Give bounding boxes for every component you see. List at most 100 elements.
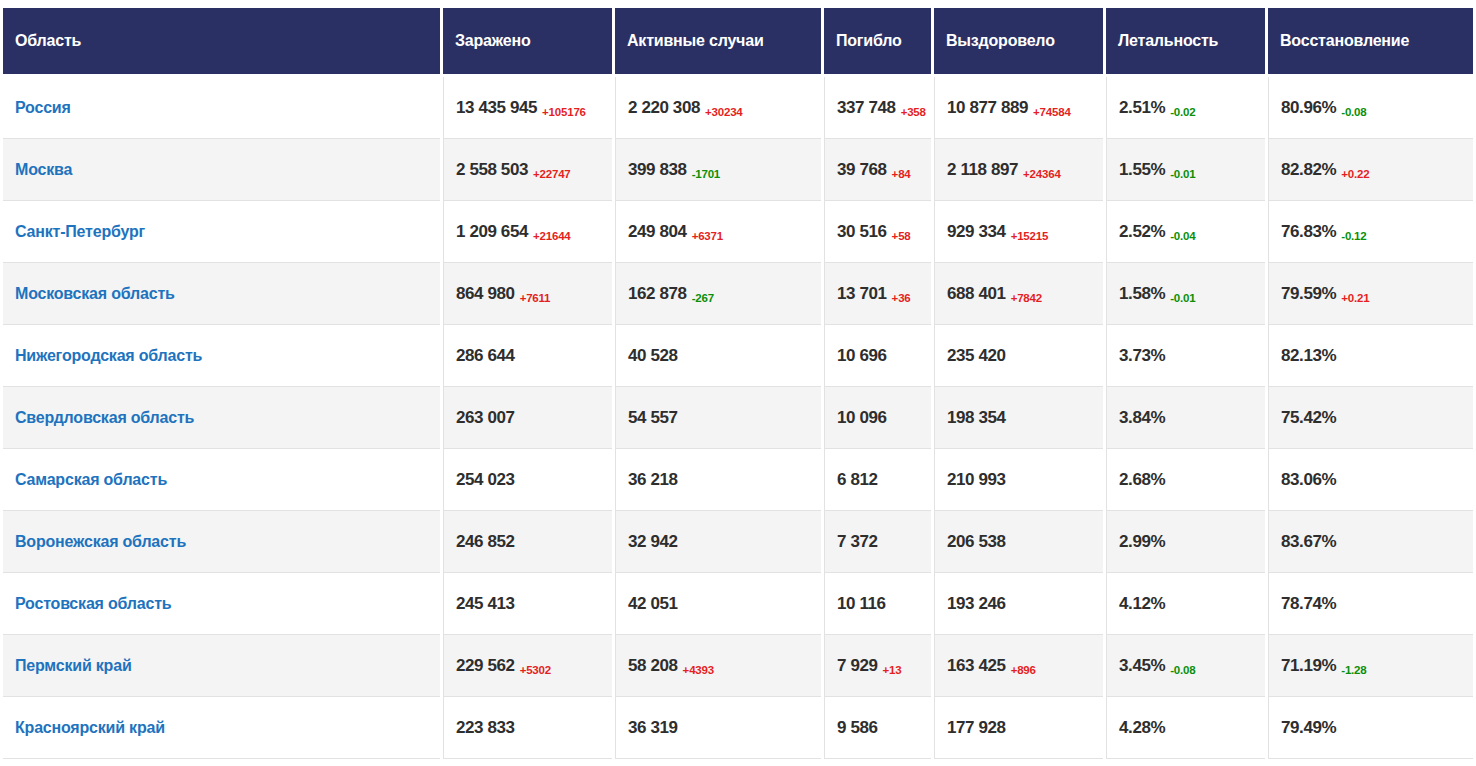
cell-value: 245 413	[456, 594, 515, 613]
delta-badge: +7611	[520, 293, 551, 305]
cell-value: 2.52%	[1119, 222, 1165, 241]
region-cell: Московская область	[3, 263, 440, 325]
cell-recovery: 76.83%-0.12	[1268, 201, 1473, 263]
cell-recovered: 2 118 897+24364	[934, 139, 1103, 201]
table-row: Россия13 435 945+1051762 220 308+3023433…	[3, 77, 1473, 139]
cell-recovered: 198 354	[934, 387, 1103, 449]
delta-badge: +896	[1011, 665, 1036, 677]
cell-value: 7 929	[837, 656, 878, 675]
delta-badge: +21644	[533, 231, 571, 243]
cell-value: 162 878	[628, 284, 687, 303]
delta-badge: +13	[883, 665, 902, 677]
cell-value: 2.51%	[1119, 98, 1165, 117]
table-row: Санкт-Петербург1 209 654+21644249 804+63…	[3, 201, 1473, 263]
cell-value: 32 942	[628, 532, 678, 551]
cell-active-cases: 40 528	[615, 325, 821, 387]
delta-badge: -1701	[692, 169, 720, 181]
cell-value: 13 435 945	[456, 98, 537, 117]
cell-value: 82.82%	[1281, 160, 1336, 179]
cell-value: 163 425	[947, 656, 1006, 675]
cell-infected: 246 852	[443, 511, 612, 573]
cell-value: 286 644	[456, 346, 515, 365]
region-cell: Москва	[3, 139, 440, 201]
delta-badge: -0.12	[1341, 231, 1366, 243]
delta-badge: +22747	[533, 169, 571, 181]
region-link[interactable]: Свердловская область	[15, 409, 194, 426]
delta-badge: -0.01	[1170, 293, 1195, 305]
cell-value: 229 562	[456, 656, 515, 675]
cell-value: 193 246	[947, 594, 1006, 613]
table-row: Красноярский край 223 833 36 319 9 586 177 9…	[3, 697, 1473, 759]
cell-recovered: 235 420	[934, 325, 1103, 387]
cell-value: 2.99%	[1119, 532, 1165, 551]
table-row: Воронежская область246 85232 9427 372206…	[3, 511, 1473, 573]
region-link[interactable]: Самарская область	[15, 471, 167, 488]
cell-lethality: 3.73%	[1106, 325, 1265, 387]
cell-value: 399 838	[628, 160, 687, 179]
delta-badge: +358	[901, 107, 926, 119]
delta-badge: +4393	[683, 665, 714, 677]
cell-value: 10 696	[837, 346, 887, 365]
region-link[interactable]: Москва	[15, 161, 72, 178]
cell-value: 71.19%	[1281, 656, 1336, 675]
cell-value: 75.42%	[1281, 408, 1336, 427]
cell-recovery: 82.82% +0.22	[1268, 139, 1473, 201]
cell-value: 54 557	[628, 408, 678, 427]
cell-value: 2 220 308	[628, 98, 700, 117]
cell-value: 254 023	[456, 470, 515, 489]
cell-value: 36 319	[628, 718, 678, 737]
cell-infected: 254 023	[443, 449, 612, 511]
region-link[interactable]: Санкт-Петербург	[15, 223, 145, 240]
cell-value: 2.68%	[1119, 470, 1165, 489]
region-link[interactable]: Воронежская область	[15, 533, 186, 550]
cell-value: 2 118 897	[947, 160, 1018, 179]
cell-active-cases: 32 942	[615, 511, 821, 573]
cell-recovery: 80.96%-0.08	[1268, 77, 1473, 139]
cell-infected: 223 833	[443, 697, 612, 759]
cell-lethality: 4.28%	[1106, 697, 1265, 759]
cell-active-cases: 2 220 308+30234	[615, 77, 821, 139]
region-cell: Свердловская область	[3, 387, 440, 449]
cell-value: 80.96%	[1281, 98, 1336, 117]
region-link[interactable]: Пермский край	[15, 657, 132, 674]
region-link[interactable]: Ростовская область	[15, 595, 171, 612]
column-header-recovered: Выздоровело	[934, 8, 1103, 77]
cell-recovery: 71.19%-1.28	[1268, 635, 1473, 697]
cell-recovered: 929 334+15215	[934, 201, 1103, 263]
cell-infected: 245 413	[443, 573, 612, 635]
cell-value: 9 586	[837, 718, 878, 737]
table-row: Свердловская область263 00754 55710 0961…	[3, 387, 1473, 449]
cell-active-cases: 36 319	[615, 697, 821, 759]
column-header-region: Область	[3, 8, 440, 77]
region-link[interactable]: Московская область	[15, 285, 175, 302]
column-header-died: Погибло	[824, 8, 931, 77]
cell-lethality: 3.84%	[1106, 387, 1265, 449]
cell-value: 235 420	[947, 346, 1006, 365]
cell-value: 1.58%	[1119, 284, 1165, 303]
region-cell: Нижегородская область	[3, 325, 440, 387]
cell-died: 30 516+58	[824, 201, 931, 263]
region-link[interactable]: Красноярский край	[15, 719, 165, 736]
cell-recovered: 177 928	[934, 697, 1103, 759]
table-header: Область Заражено Активные случаи Погибло…	[3, 8, 1473, 77]
delta-badge: -0.08	[1170, 665, 1195, 677]
cell-value: 249 804	[628, 222, 687, 241]
delta-badge: +6371	[692, 231, 723, 243]
cell-active-cases: 399 838 -1701	[615, 139, 821, 201]
delta-badge: -0.01	[1170, 169, 1195, 181]
column-header-active-cases: Активные случаи	[615, 8, 821, 77]
table-row: Ростовская область245 41342 05110 116193…	[3, 573, 1473, 635]
delta-badge: +0.21	[1341, 293, 1369, 305]
cell-recovered: 193 246	[934, 573, 1103, 635]
cell-died: 13 701+36	[824, 263, 931, 325]
cell-value: 929 334	[947, 222, 1006, 241]
region-link[interactable]: Нижегородская область	[15, 347, 202, 364]
delta-badge: +58	[892, 231, 911, 243]
header-row: Область Заражено Активные случаи Погибло…	[3, 8, 1473, 77]
region-link[interactable]: Россия	[15, 99, 71, 116]
table-row: Самарская область254 02336 2186 812210 9…	[3, 449, 1473, 511]
delta-badge: -0.04	[1170, 231, 1195, 243]
cell-recovered: 10 877 889+74584	[934, 77, 1103, 139]
cell-died: 6 812	[824, 449, 931, 511]
delta-badge: +0.22	[1341, 169, 1369, 181]
